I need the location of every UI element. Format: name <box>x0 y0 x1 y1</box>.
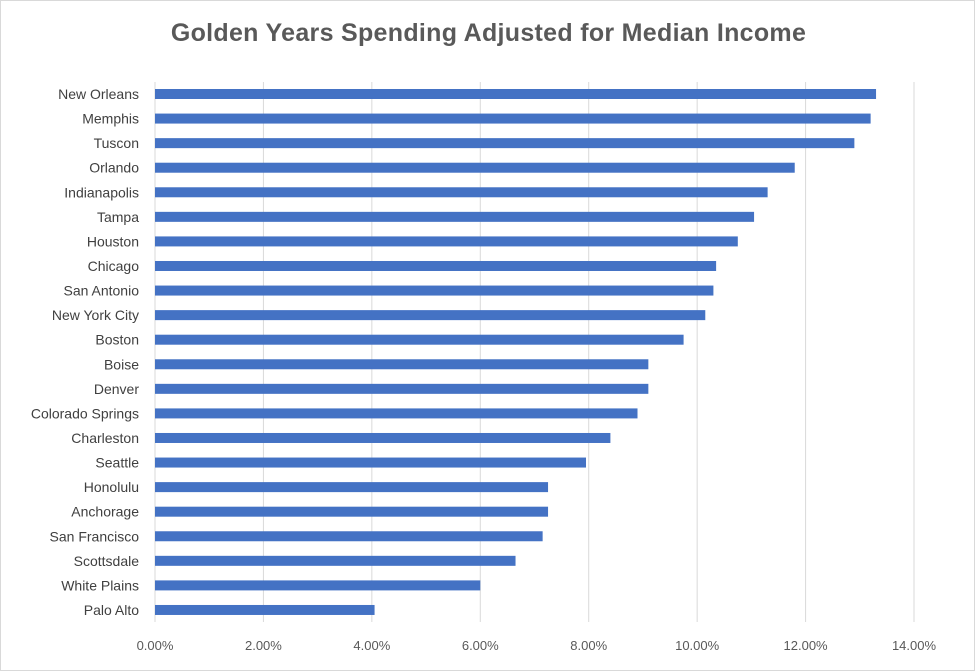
category-label: Seattle <box>95 455 139 471</box>
category-label: New Orleans <box>58 86 139 102</box>
bar <box>155 310 706 321</box>
bars <box>155 89 877 615</box>
bar <box>155 555 516 566</box>
x-tick-label: 0.00% <box>137 638 174 653</box>
category-label: Honolulu <box>84 479 139 495</box>
bar <box>155 113 871 124</box>
bar <box>155 89 877 99</box>
bar <box>155 285 714 296</box>
bar <box>155 408 638 419</box>
bar <box>155 162 795 173</box>
category-label: Orlando <box>89 160 139 176</box>
bar <box>155 604 375 615</box>
category-label: Houston <box>87 233 139 249</box>
x-tick-label: 2.00% <box>245 638 282 653</box>
category-label: Palo Alto <box>84 602 139 618</box>
bar <box>155 236 738 247</box>
category-label: White Plains <box>61 577 139 593</box>
category-label: Boise <box>104 356 139 372</box>
category-label: Boston <box>95 332 139 348</box>
bar <box>155 531 543 542</box>
category-label: Indianapolis <box>64 184 139 200</box>
bar <box>155 580 481 591</box>
category-label: Colorado Springs <box>31 405 139 421</box>
x-tick-label: 6.00% <box>462 638 499 653</box>
x-tick-label: 12.00% <box>784 638 829 653</box>
category-label: San Antonio <box>63 283 139 299</box>
bar <box>155 457 587 468</box>
bar <box>155 359 649 370</box>
category-label: San Francisco <box>50 528 140 544</box>
category-label: Chicago <box>88 258 140 274</box>
category-label: Tampa <box>97 209 139 225</box>
bar <box>155 506 549 517</box>
x-tick-labels: 0.00% 2.00% 4.00% 6.00% 8.00% 10.00% 12.00% 14.… <box>137 638 937 653</box>
bar <box>155 138 855 149</box>
bar <box>155 187 768 198</box>
bar <box>155 383 649 394</box>
x-tick-label: 4.00% <box>353 638 390 653</box>
category-label: Tuscon <box>94 135 139 151</box>
category-labels: New Orleans Memphis Tuscon Orlando Indianapo… <box>31 86 140 618</box>
bar <box>155 482 549 493</box>
chart-title: Golden Years Spending Adjusted for Media… <box>170 19 807 47</box>
x-tick-label: 10.00% <box>675 638 720 653</box>
bar <box>155 260 717 271</box>
bar <box>155 334 684 345</box>
bar <box>155 211 755 222</box>
category-label: Scottsdale <box>74 553 140 569</box>
category-label: Memphis <box>82 111 139 127</box>
x-tick-label: 8.00% <box>570 638 607 653</box>
category-label: Charleston <box>71 430 139 446</box>
category-label: New York City <box>52 307 139 323</box>
category-label: Anchorage <box>71 504 139 520</box>
x-tick-label: 14.00% <box>892 638 937 653</box>
category-label: Denver <box>94 381 139 397</box>
bar <box>155 432 611 443</box>
